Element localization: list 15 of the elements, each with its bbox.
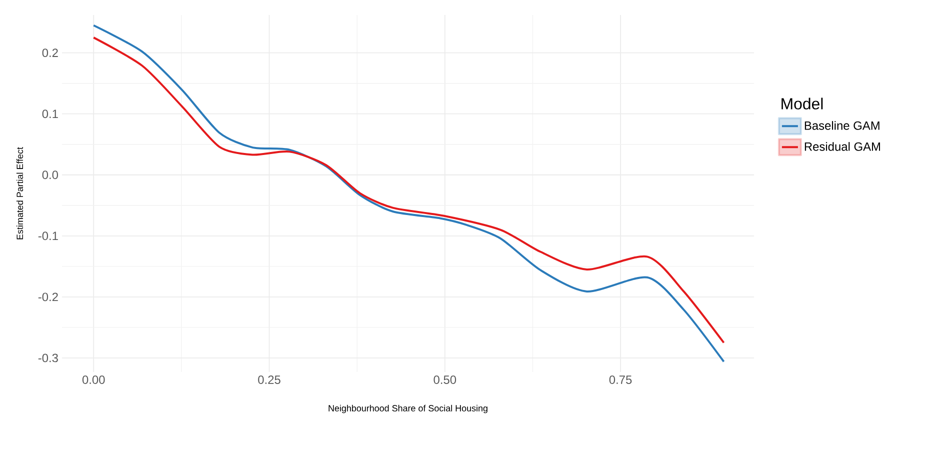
legend-label: Residual GAM <box>804 142 880 151</box>
y-tick-label: -0.1 <box>38 232 58 240</box>
y-tick-label: -0.2 <box>38 292 58 302</box>
y-tick-label: -0.3 <box>38 354 58 362</box>
legend-label: Baseline GAM <box>804 121 880 130</box>
x-tick-label: 0.00 <box>82 376 105 384</box>
y-axis-title: Estimated Partial Effect <box>16 147 24 240</box>
y-tick-label: 0.1 <box>42 110 58 118</box>
y-tick-label: 0.0 <box>42 170 58 180</box>
x-tick-label: 0.50 <box>434 376 456 384</box>
legend-title: Model <box>782 98 823 110</box>
x-tick-label: 0.25 <box>258 376 280 384</box>
x-axis-title: Neighbourhood Share of Social Housing <box>328 404 488 414</box>
x-tick-label: 0.75 <box>609 376 632 384</box>
y-tick-label: 0.2 <box>42 48 58 58</box>
